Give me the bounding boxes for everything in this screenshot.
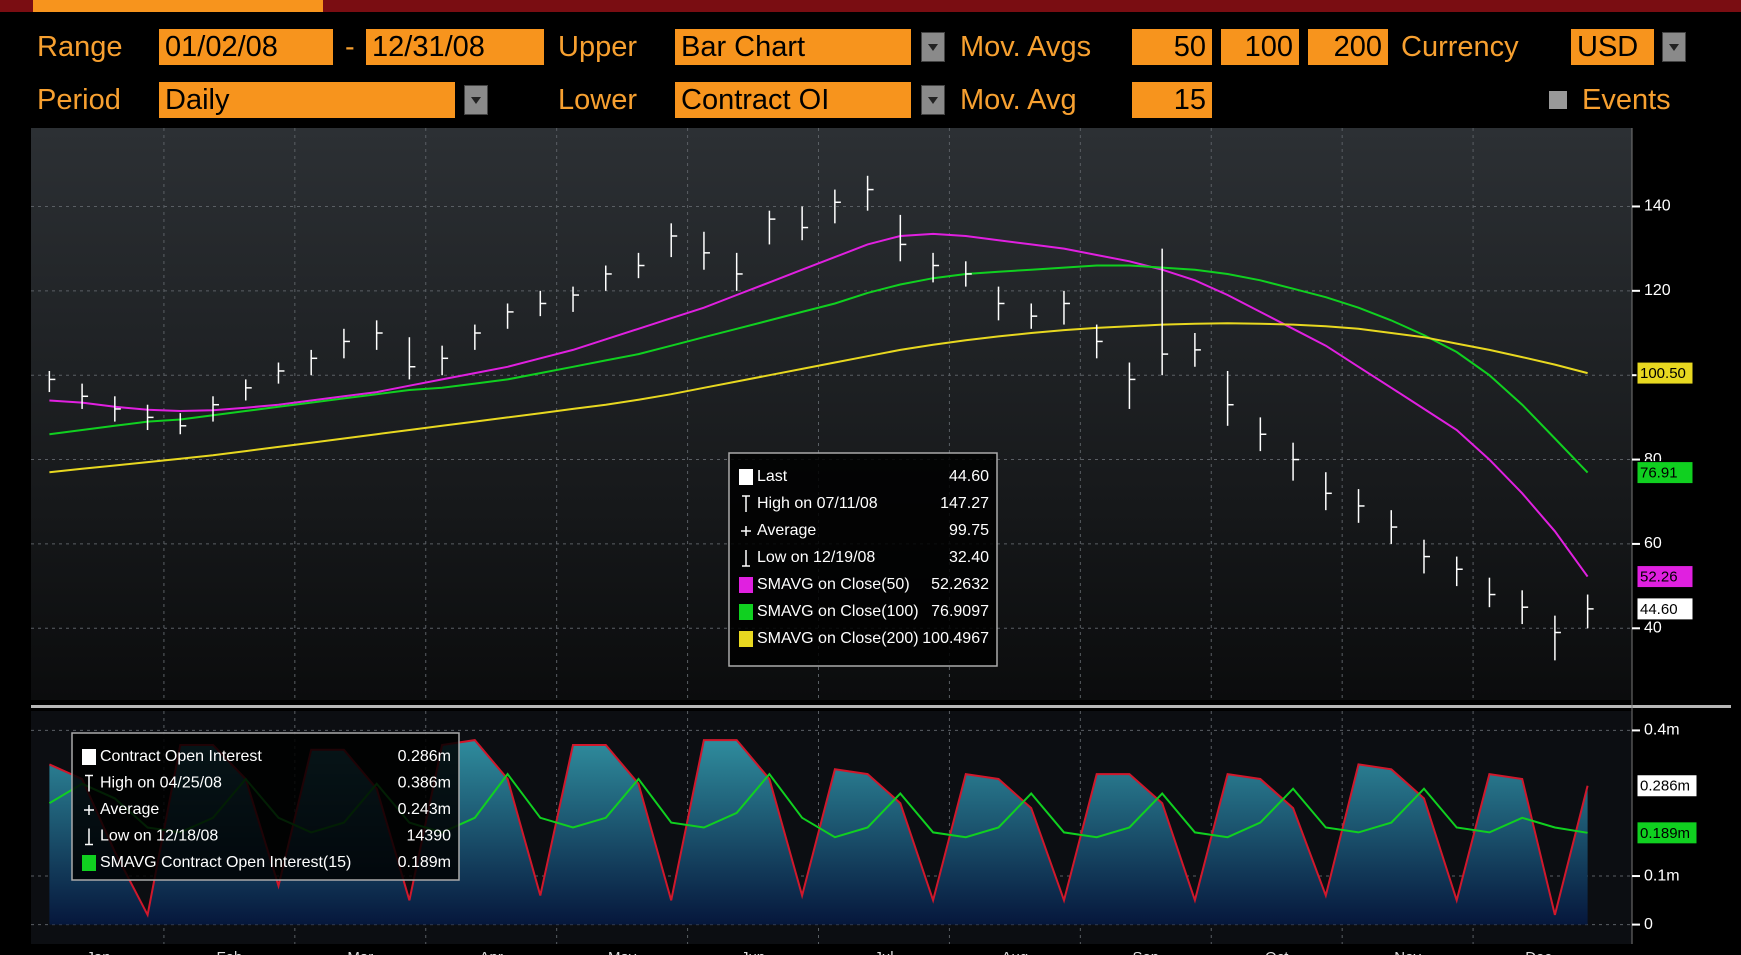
checkbox-label[interactable]: Events xyxy=(1582,84,1671,116)
legend-label: SMAVG on Close(200) xyxy=(757,630,919,647)
panel-separator xyxy=(31,705,1731,708)
legend-value: 76.9097 xyxy=(931,603,989,620)
value-badge-label: 76.91 xyxy=(1640,465,1678,482)
legend-label: Average xyxy=(757,522,816,539)
value-badge xyxy=(1636,821,1698,845)
x-tick-label: Dec xyxy=(1525,949,1552,955)
legend-value: 52.2632 xyxy=(931,576,989,593)
separator: - xyxy=(345,31,355,63)
legend-label: High on 07/11/08 xyxy=(757,495,878,512)
checkbox[interactable] xyxy=(1549,91,1567,109)
legend-swatch xyxy=(82,749,96,765)
moving-average-line xyxy=(49,322,1588,474)
x-tick-label: Oct xyxy=(1265,949,1289,955)
x-tick-label: Aug xyxy=(1002,949,1029,955)
number-field[interactable]: 50 xyxy=(1132,29,1212,65)
legend-swatch xyxy=(82,855,96,871)
legend-value: 100.4967 xyxy=(922,630,989,647)
legend-label: Low on 12/18/08 xyxy=(100,828,218,845)
legend-value: 0.286m xyxy=(398,748,451,765)
legend-value: 0.243m xyxy=(398,801,451,818)
legend-value: 44.60 xyxy=(949,468,989,485)
dropdown-button[interactable] xyxy=(921,85,945,115)
label: Mov. Avg xyxy=(960,84,1077,116)
dropdown-button[interactable] xyxy=(464,85,488,115)
dropdown-button[interactable] xyxy=(921,32,945,62)
moving-average-line xyxy=(49,232,1589,578)
y-tick-label: 40 xyxy=(1644,620,1662,637)
date-field[interactable]: 12/31/08 xyxy=(366,29,544,65)
x-tick-label: Apr xyxy=(480,949,503,955)
dropdown[interactable]: Bar Chart xyxy=(675,29,911,65)
value-badge-label: 0.286m xyxy=(1640,778,1690,795)
y-tick-label: 120 xyxy=(1644,282,1671,299)
x-tick-label: Feb xyxy=(216,949,242,955)
dropdown-button[interactable] xyxy=(1662,32,1686,62)
label: Mov. Avgs xyxy=(960,31,1092,63)
y-tick-label: 0.4m xyxy=(1644,722,1680,739)
legend-swatch xyxy=(739,577,753,593)
active-tab[interactable] xyxy=(33,0,323,12)
legend-value: 0.386m xyxy=(398,775,451,792)
x-tick-label: Jun xyxy=(741,949,765,955)
legend-value: 32.40 xyxy=(949,549,989,566)
moving-average-line xyxy=(49,264,1589,474)
number-field[interactable]: 15 xyxy=(1132,82,1212,118)
legend-value: 147.27 xyxy=(940,495,989,512)
date-field[interactable]: 01/02/08 xyxy=(159,29,333,65)
dropdown[interactable]: Daily xyxy=(159,82,455,118)
x-tick-label: Sep xyxy=(1132,949,1159,955)
value-badge xyxy=(1636,461,1694,485)
label: Lower xyxy=(558,84,637,116)
value-badge-label: 44.60 xyxy=(1640,601,1678,618)
legend-value: 99.75 xyxy=(949,522,989,539)
y-tick-label: 60 xyxy=(1644,535,1662,552)
label: Range xyxy=(37,31,123,63)
legend-value: 0.189m xyxy=(398,854,451,871)
legend-label: High on 04/25/08 xyxy=(100,775,222,792)
x-tick-label: Jul xyxy=(874,949,893,955)
number-field[interactable]: 100 xyxy=(1221,29,1299,65)
legend-box xyxy=(71,732,460,881)
x-tick-label: Nov xyxy=(1394,949,1421,955)
x-tick-label: Jan xyxy=(86,949,110,955)
x-tick-label: Mar xyxy=(347,949,373,955)
legend-label: Last xyxy=(757,468,788,485)
legend-swatch xyxy=(739,631,753,647)
label: Currency xyxy=(1401,31,1519,63)
number-field[interactable]: 200 xyxy=(1308,29,1388,65)
tab-strip xyxy=(0,0,1741,12)
legend-swatch xyxy=(739,469,753,485)
legend-label: SMAVG Contract Open Interest(15) xyxy=(100,854,351,871)
value-badge xyxy=(1636,597,1694,621)
value-badge-label: 52.26 xyxy=(1640,569,1678,586)
legend-swatch xyxy=(739,604,753,620)
value-badge-label: 100.50 xyxy=(1640,365,1686,382)
label: Period xyxy=(37,84,121,116)
x-tick-label: May xyxy=(608,949,637,955)
legend: Contract Open Interest 0.286m High on 04/2… xyxy=(71,732,460,881)
legend: Last 44.60 High on 07/11/08 147.27 Average 99… xyxy=(728,452,998,667)
legend-label: Low on 12/19/08 xyxy=(757,549,875,566)
value-badge xyxy=(1636,361,1694,385)
y-tick-label: 140 xyxy=(1644,198,1671,215)
label: Upper xyxy=(558,31,637,63)
dropdown[interactable]: USD xyxy=(1571,29,1654,65)
dropdown[interactable]: Contract OI xyxy=(675,82,911,118)
legend-label: SMAVG on Close(50) xyxy=(757,576,910,593)
legend-box xyxy=(728,452,998,667)
legend-label: SMAVG on Close(100) xyxy=(757,603,919,620)
legend-label: Average xyxy=(100,801,159,818)
value-badge-label: 0.189m xyxy=(1640,825,1690,842)
y-tick-label: 0 xyxy=(1644,916,1653,933)
value-badge xyxy=(1636,565,1694,589)
value-badge xyxy=(1636,774,1698,798)
y-tick-label: 0.1m xyxy=(1644,867,1680,884)
legend-value: 14390 xyxy=(407,828,452,845)
legend-label: Contract Open Interest xyxy=(100,748,262,765)
